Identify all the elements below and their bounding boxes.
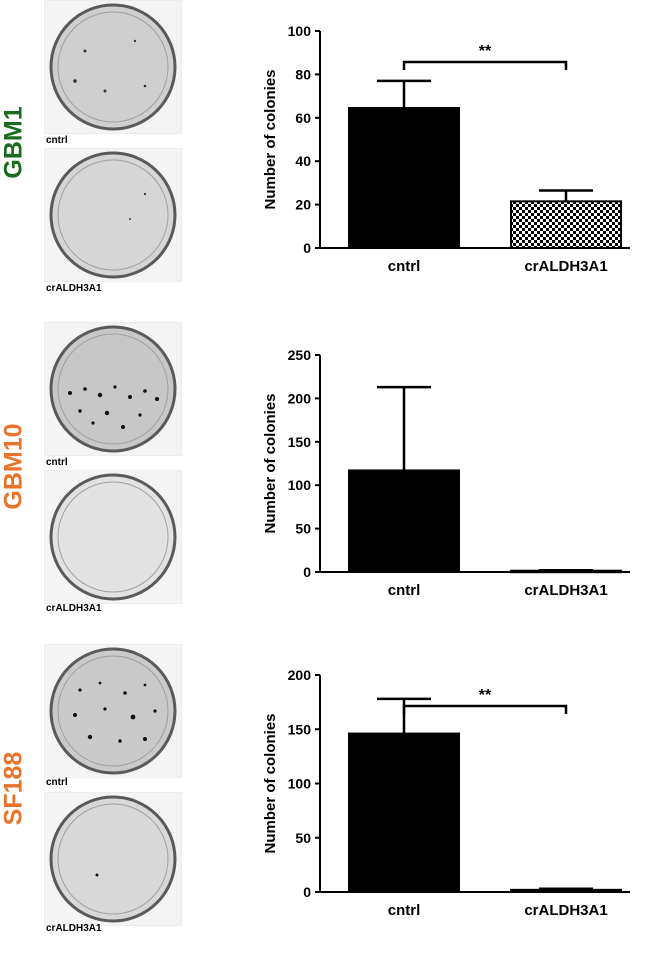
y-axis-label: Number of colonies xyxy=(262,393,279,533)
y-axis-label: Number of colonies xyxy=(262,69,279,209)
y-tick-label: 0 xyxy=(303,884,311,900)
x-tick-label: cntrl xyxy=(388,902,421,919)
y-tick-label: 40 xyxy=(295,153,311,169)
y-tick-label: 200 xyxy=(288,667,312,683)
significance-bracket xyxy=(402,60,568,70)
colony-photo-crALDH3A1 xyxy=(44,792,182,926)
x-tick-label: cntrl xyxy=(388,582,421,599)
bar-cntrl xyxy=(348,732,460,893)
cell-line-label: GBM1 xyxy=(0,106,28,179)
colony-photo-cntrl xyxy=(44,644,182,778)
y-tick-label: 0 xyxy=(303,564,311,580)
photo-caption-cntrl: cntrl xyxy=(46,777,68,788)
y-tick-label: 80 xyxy=(295,66,311,82)
panel-gbm10: GBM10 cntrl crALDH3A1 0 50 100 150 200 250 Num… xyxy=(0,322,650,633)
panel-sf188: SF188 cntrl crALDH3A1 0 50 100 150 200 Number… xyxy=(0,644,650,955)
colony-photo-cntrl xyxy=(44,0,182,134)
y-tick-label: 100 xyxy=(288,776,312,792)
colony-photo-crALDH3A1 xyxy=(44,470,182,604)
y-tick-label: 150 xyxy=(288,721,312,737)
significance-label: ** xyxy=(479,43,492,60)
photo-caption-crALDH3A1: crALDH3A1 xyxy=(46,923,102,934)
bar-cntrl xyxy=(348,107,460,249)
y-tick-label: 20 xyxy=(295,197,311,213)
y-tick-label: 50 xyxy=(295,521,311,537)
x-tick-label: crALDH3A1 xyxy=(524,582,607,599)
bar-crALDH3A1 xyxy=(510,200,622,249)
y-axis-label: Number of colonies xyxy=(262,713,279,853)
photo-caption-crALDH3A1: crALDH3A1 xyxy=(46,283,102,294)
photo-caption-cntrl: cntrl xyxy=(46,457,68,468)
bar-crALDH3A1 xyxy=(510,888,622,894)
y-tick-label: 100 xyxy=(288,477,312,493)
photo-caption-crALDH3A1: crALDH3A1 xyxy=(46,603,102,614)
significance-bracket xyxy=(402,704,568,714)
colony-photo-cntrl xyxy=(44,322,182,456)
bar-chart-sf188: 0 50 100 150 200 Number of colonies cntrl crALD… xyxy=(262,667,630,919)
bar-chart-gbm10: 0 50 100 150 200 250 Number of colonies cntrl cr… xyxy=(262,347,630,599)
y-tick-label: 150 xyxy=(288,434,312,450)
y-tick-label: 200 xyxy=(288,390,312,406)
bar-chart-gbm1: 0 20 40 60 80 100 Number of colonies cntrl crALD… xyxy=(262,23,630,275)
significance-label: ** xyxy=(479,687,492,704)
bar-cntrl xyxy=(348,469,460,573)
x-tick-label: crALDH3A1 xyxy=(524,902,607,919)
colony-photo-crALDH3A1 xyxy=(44,148,182,282)
cell-line-label: GBM10 xyxy=(0,423,28,510)
x-tick-label: crALDH3A1 xyxy=(524,258,607,275)
y-tick-label: 0 xyxy=(303,240,311,256)
photo-caption-cntrl: cntrl xyxy=(46,135,68,146)
y-tick-label: 250 xyxy=(288,347,312,363)
panel-gbm1: GBM1 cntrl crALDH3A1 0 20 40 60 80 100 Number … xyxy=(0,0,650,311)
y-tick-label: 60 xyxy=(295,110,311,126)
x-tick-label: cntrl xyxy=(388,258,421,275)
y-tick-label: 50 xyxy=(295,830,311,846)
cell-line-label: SF188 xyxy=(0,751,28,826)
y-tick-label: 100 xyxy=(288,23,312,39)
